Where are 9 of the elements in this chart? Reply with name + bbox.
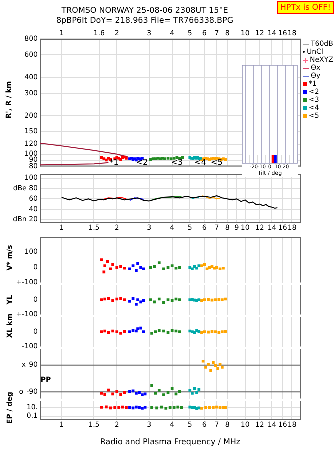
chart-title: TROMSO NORWAY 25-08-06 2308UT 15°E	[62, 6, 228, 15]
annotation: <2	[136, 158, 148, 167]
annotation: *1	[110, 158, 119, 167]
text: HPTx is OFF!	[277, 1, 334, 14]
chart-subtitle: 8pBP6It DoY= 218.963 File= TR766338.BPG	[55, 16, 235, 26]
annotation: <3	[171, 158, 184, 167]
x-axis-title: Radio and Plasma Frequency / MHz	[100, 437, 241, 446]
annotation: <5	[211, 158, 223, 167]
annotation: <4	[194, 158, 206, 167]
